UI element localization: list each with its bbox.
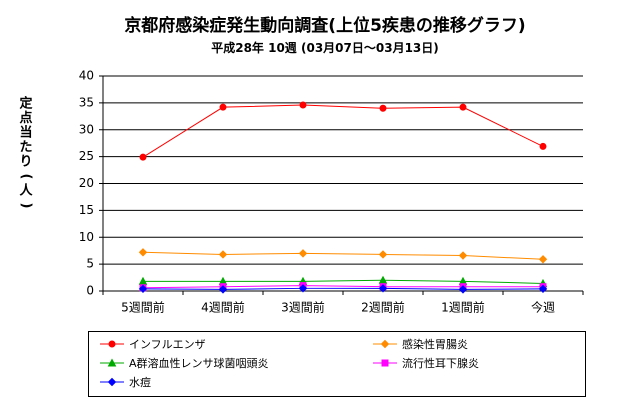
- line-chart: 京都府感染症発生動向調査(上位5疾患の推移グラフ) 平成28年 10週 (03月…: [18, 15, 584, 315]
- series-group: [138, 275, 548, 287]
- legend-label: インフルエンザ: [129, 338, 206, 351]
- legend-marker: [380, 339, 390, 349]
- legend-item: A群溶血性レンサ球菌咽頭炎: [99, 355, 269, 371]
- series-line: [142, 251, 544, 260]
- series-line: [142, 285, 543, 289]
- y-axis-label-char: 人: [19, 183, 33, 199]
- legend-swatch: [373, 339, 397, 349]
- y-axis-label-char: 当: [19, 125, 32, 141]
- series-group: [138, 284, 548, 294]
- legend-item: インフルエンザ: [99, 336, 206, 352]
- series-group: [139, 101, 547, 161]
- legend-swatch: [373, 359, 397, 367]
- x-tick-label: 4週間前: [201, 300, 245, 315]
- data-point: [299, 101, 307, 109]
- data-point: [218, 285, 228, 294]
- y-tick-label: 0: [86, 284, 94, 298]
- legend-label: A群溶血性レンサ球菌咽頭炎: [129, 357, 269, 370]
- y-axis-label-char: 定: [18, 96, 32, 112]
- series-line: [143, 279, 544, 284]
- data-point: [538, 284, 548, 294]
- data-point: [379, 104, 387, 112]
- y-axis-label-char: 点: [19, 110, 32, 126]
- legend-marker: [381, 359, 389, 367]
- series: [138, 101, 548, 294]
- data-point: [459, 103, 467, 111]
- data-point: [539, 142, 547, 150]
- legend-swatch: [100, 340, 124, 348]
- y-tick-label: 5: [86, 257, 94, 271]
- data-point: [458, 251, 468, 260]
- y-axis-label-char: た: [19, 140, 32, 155]
- grid: [103, 75, 583, 265]
- chart-title: 京都府感染症発生動向調査(上位5疾患の推移グラフ): [124, 15, 525, 36]
- y-tick-label: 40: [79, 69, 94, 83]
- axes: 0 5 10 15 20 25 30 35 40 5週間前 4週間前 3週間前 2週間前 1週間前 今週: [79, 69, 584, 315]
- data-point: [538, 255, 548, 264]
- legend-label: 感染性胃腸炎: [402, 338, 468, 351]
- data-point: [218, 250, 228, 259]
- x-tick-label: 1週間前: [441, 300, 485, 315]
- y-axis-label-char: (: [19, 174, 34, 180]
- legend-item: 水痘: [99, 374, 151, 390]
- data-point: [378, 284, 388, 293]
- legend-item: 流行性耳下腺炎: [372, 355, 479, 371]
- data-point: [139, 153, 147, 161]
- chart-subtitle: 平成28年 10週 (03月07日～03月13日): [211, 40, 439, 55]
- y-axis-label-char: り: [19, 155, 32, 170]
- y-tick-label: 10: [79, 230, 94, 244]
- legend: インフルエンザ 感染性胃腸炎 A群溶血性レンサ球菌咽頭炎 流行性耳下腺炎水痘: [88, 331, 586, 397]
- legend-item: 感染性胃腸炎: [372, 336, 468, 352]
- y-tick-label: 20: [79, 176, 94, 190]
- legend-marker: [107, 377, 117, 387]
- legend-swatch: [100, 358, 124, 367]
- data-point: [298, 249, 308, 258]
- series-group: [138, 248, 548, 264]
- x-tick-label: 今週: [531, 300, 555, 315]
- y-tick-label: 30: [79, 122, 94, 136]
- x-tick-label: 2週間前: [361, 300, 405, 315]
- x-tick-label: 3週間前: [281, 300, 325, 315]
- x-tick-label: 5週間前: [121, 300, 165, 315]
- y-axis-label-char: ): [19, 203, 34, 209]
- y-tick-label: 35: [79, 95, 94, 109]
- y-tick-label: 15: [79, 203, 94, 217]
- data-point: [138, 284, 148, 294]
- legend-swatch: [100, 377, 124, 387]
- legend-marker: [107, 358, 117, 367]
- data-point: [458, 285, 468, 294]
- series-line: [142, 104, 544, 158]
- data-point: [298, 284, 308, 293]
- series-line: [142, 287, 544, 290]
- legend-label: 流行性耳下腺炎: [402, 357, 479, 370]
- legend-label: 水痘: [129, 376, 151, 389]
- data-point: [219, 103, 227, 111]
- data-point: [378, 250, 388, 259]
- legend-marker: [108, 340, 116, 348]
- data-point: [138, 248, 148, 257]
- y-tick-label: 25: [79, 149, 94, 163]
